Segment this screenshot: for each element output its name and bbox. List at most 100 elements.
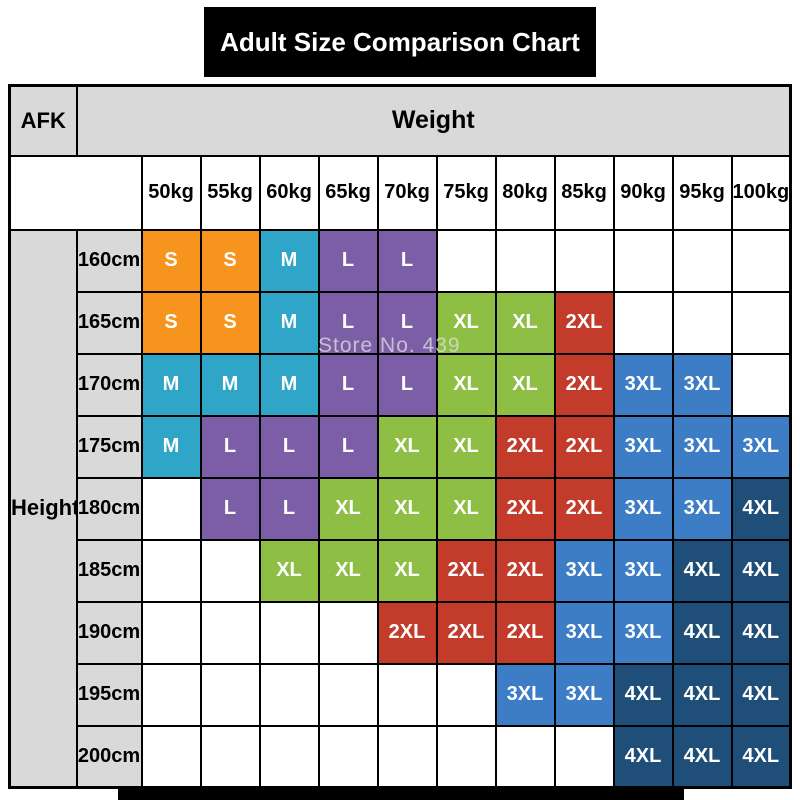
empty-cell (553, 724, 615, 789)
height-row: 180cm L L XL XL XL 2XL 2XL 3XL 3XL 4XL (10, 476, 792, 541)
row-label: 185cm (75, 538, 143, 603)
weight-col-header: 75kg (435, 154, 497, 231)
row-label: 170cm (75, 352, 143, 417)
size-cell: 3XL (671, 476, 733, 541)
size-cell: 3XL (553, 662, 615, 727)
blank-cell (8, 154, 143, 231)
size-cell: 3XL (671, 414, 733, 479)
empty-cell (140, 476, 202, 541)
size-cell: 3XL (553, 600, 615, 665)
weight-col-header: 95kg (671, 154, 733, 231)
size-cell: M (258, 228, 320, 293)
empty-cell (376, 724, 438, 789)
weight-col-header: 90kg (612, 154, 674, 231)
height-row: 170cm M M M L L XL XL 2XL 3XL 3XL (10, 352, 792, 417)
height-row: 195cm 3XL 3XL 4XL 4XL 4XL (10, 662, 792, 727)
size-cell: 2XL (494, 414, 556, 479)
size-cell: XL (317, 538, 379, 603)
weight-col-header: 80kg (494, 154, 556, 231)
size-cell: M (140, 352, 202, 417)
size-cell: M (258, 352, 320, 417)
size-cell: L (199, 414, 261, 479)
title-area: Adult Size Comparison Chart (0, 0, 800, 84)
size-cell: 4XL (671, 600, 733, 665)
weight-col-header: 50kg (140, 154, 202, 231)
empty-cell (317, 662, 379, 727)
size-cell: 4XL (730, 724, 792, 789)
empty-cell (258, 724, 320, 789)
size-cell: 3XL (730, 414, 792, 479)
size-cell: XL (376, 538, 438, 603)
size-cell: XL (435, 476, 497, 541)
empty-cell (435, 724, 497, 789)
size-cell: L (317, 228, 379, 293)
empty-cell (140, 538, 202, 603)
row-label: 175cm (75, 414, 143, 479)
weight-header: Weight (75, 84, 792, 157)
height-row: 185cm XL XL XL 2XL 2XL 3XL 3XL 4XL 4XL (10, 538, 792, 603)
size-cell: L (376, 228, 438, 293)
size-cell: L (317, 352, 379, 417)
weight-col-header: 100kg (730, 154, 792, 231)
size-cell: XL (435, 414, 497, 479)
size-cell: L (376, 290, 438, 355)
size-cell: L (258, 414, 320, 479)
size-cell: 2XL (435, 600, 497, 665)
row-label: 195cm (75, 662, 143, 727)
size-cell: XL (317, 476, 379, 541)
size-cell: S (140, 290, 202, 355)
size-cell: M (140, 414, 202, 479)
size-cell: L (317, 414, 379, 479)
row-label: 190cm (75, 600, 143, 665)
size-cell: XL (376, 414, 438, 479)
empty-cell (730, 290, 792, 355)
size-cell: 4XL (730, 662, 792, 727)
size-cell: L (258, 476, 320, 541)
height-row: 190cm 2XL 2XL 2XL 3XL 3XL 4XL 4XL (10, 600, 792, 665)
empty-cell (199, 724, 261, 789)
empty-cell (317, 724, 379, 789)
size-cell: 2XL (435, 538, 497, 603)
height-row: 200cm 4XL 4XL 4XL (10, 724, 792, 789)
size-cell: L (376, 352, 438, 417)
weight-columns-row: 50kg 55kg 60kg 65kg 70kg 75kg 80kg 85kg 90kg 95kg… (8, 154, 792, 231)
size-cell: 3XL (612, 538, 674, 603)
weight-col-header: 85kg (553, 154, 615, 231)
empty-cell (199, 662, 261, 727)
size-cell: XL (494, 352, 556, 417)
size-cell: S (199, 228, 261, 293)
size-cell: 3XL (612, 600, 674, 665)
size-cell: 2XL (553, 290, 615, 355)
weight-col-header: 60kg (258, 154, 320, 231)
size-cell: M (258, 290, 320, 355)
empty-cell (730, 228, 792, 293)
size-cell: 4XL (612, 662, 674, 727)
size-cell: L (317, 290, 379, 355)
size-cell: 2XL (553, 414, 615, 479)
size-cell: 2XL (494, 476, 556, 541)
empty-cell (671, 290, 733, 355)
row-label: 200cm (75, 724, 143, 789)
header-row: AFK Weight (8, 84, 792, 157)
empty-cell (199, 538, 261, 603)
size-cell: 3XL (612, 352, 674, 417)
size-cell: 4XL (730, 538, 792, 603)
size-cell: 4XL (671, 662, 733, 727)
empty-cell (612, 228, 674, 293)
empty-cell (317, 600, 379, 665)
empty-cell (258, 600, 320, 665)
size-cell: 2XL (553, 476, 615, 541)
size-comparison-table: AFK Weight 50kg 55kg 60kg 65kg 70kg 75kg 80kg 8… (8, 84, 792, 789)
height-row: 165cm S S M L L XL XL 2XL (10, 290, 792, 355)
size-cell: 2XL (553, 352, 615, 417)
bottom-bar (118, 788, 684, 800)
size-cell: 3XL (612, 414, 674, 479)
size-cell: XL (376, 476, 438, 541)
empty-cell (435, 228, 497, 293)
empty-cell (435, 662, 497, 727)
page-title: Adult Size Comparison Chart (204, 7, 596, 77)
size-cell: 4XL (730, 476, 792, 541)
height-row: Height 160cm S S M L L (8, 228, 792, 789)
size-cell: S (140, 228, 202, 293)
empty-cell (140, 662, 202, 727)
